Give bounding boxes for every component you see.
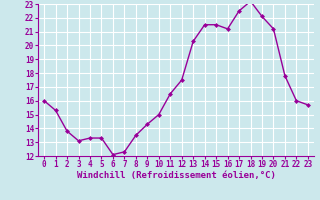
X-axis label: Windchill (Refroidissement éolien,°C): Windchill (Refroidissement éolien,°C) <box>76 171 276 180</box>
